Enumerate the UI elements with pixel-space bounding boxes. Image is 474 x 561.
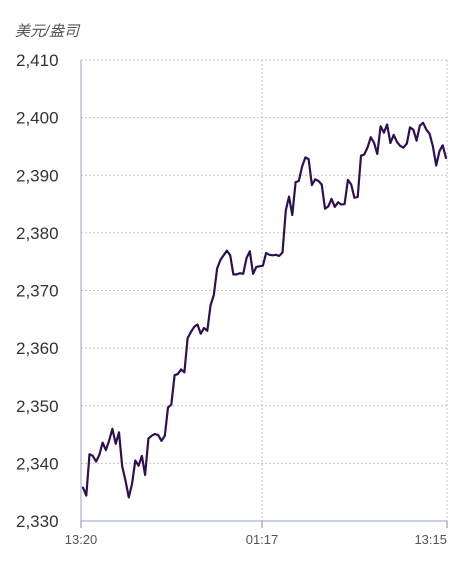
y-tick-label: 2,330 [16,512,59,531]
unit-label: 美元/盎司 [15,23,81,40]
x-tick-label: 01:17 [246,532,279,547]
y-tick-label: 2,390 [16,166,59,185]
y-tick-label: 2,340 [16,454,59,473]
y-tick-label: 2,350 [16,397,59,416]
grid [81,59,448,521]
y-tick-label: 2,410 [16,51,59,70]
x-tick-label: 13:15 [414,532,447,547]
series-layer [81,121,448,499]
tick-labels: 2,330 2,340 2,350 2,360 2,370 2,380 2,390 2,400… [16,51,447,547]
y-tick-label: 2,370 [16,282,59,301]
price-series-line [81,121,448,499]
axes [80,60,448,528]
y-tick-label: 2,360 [16,339,59,358]
y-tick-label: 2,380 [16,224,59,243]
x-tick-label: 13:20 [65,532,98,547]
y-tick-label: 2,400 [16,109,59,128]
